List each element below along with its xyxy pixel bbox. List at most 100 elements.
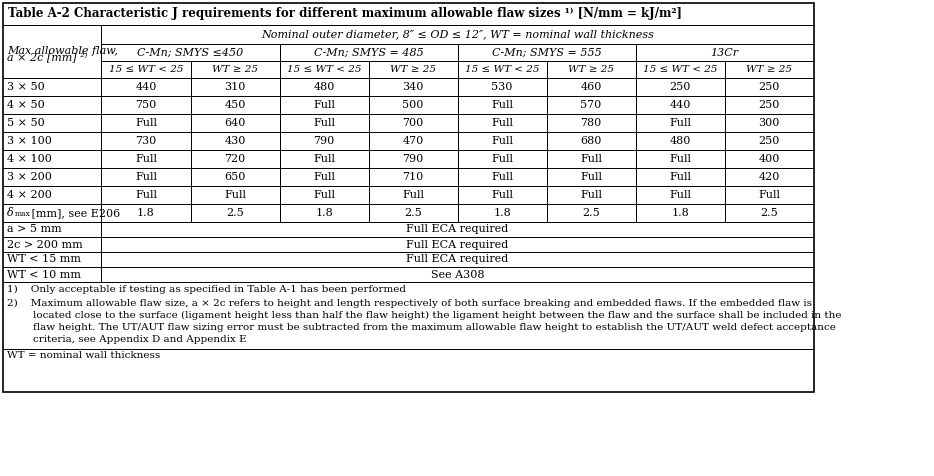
Text: C-Mn; SMYS = 485: C-Mn; SMYS = 485: [314, 48, 423, 58]
Bar: [4, 3, 814, 392]
Text: Full: Full: [224, 190, 246, 200]
Text: WT < 15 mm: WT < 15 mm: [7, 255, 81, 265]
Text: Full: Full: [669, 172, 691, 182]
Text: a × 2c [mm] ²⁾: a × 2c [mm] ²⁾: [7, 53, 88, 64]
Text: 730: 730: [135, 136, 157, 146]
Text: 650: 650: [224, 172, 246, 182]
Text: 250: 250: [758, 100, 780, 110]
Text: 1)    Only acceptable if testing as specified in Table A-1 has been performed: 1) Only acceptable if testing as specifi…: [7, 285, 406, 294]
Text: δ: δ: [7, 208, 14, 218]
Text: Full: Full: [491, 172, 513, 182]
Text: 250: 250: [758, 136, 780, 146]
Text: 790: 790: [403, 154, 424, 164]
Text: 2)    Maximum allowable flaw size, a × 2c refers to height and length respective: 2) Maximum allowable flaw size, a × 2c r…: [7, 299, 812, 308]
Text: 640: 640: [224, 118, 246, 128]
Text: 420: 420: [758, 172, 780, 182]
Text: WT ≥ 25: WT ≥ 25: [212, 65, 258, 74]
Text: Max allowable flaw,: Max allowable flaw,: [7, 47, 118, 57]
Text: criteria, see Appendix D and Appendix E: criteria, see Appendix D and Appendix E: [7, 335, 247, 344]
Text: 2.5: 2.5: [582, 208, 600, 218]
Text: 4 × 100: 4 × 100: [7, 154, 52, 164]
Text: 720: 720: [224, 154, 246, 164]
Text: Full: Full: [580, 172, 602, 182]
Text: 3 × 200: 3 × 200: [7, 172, 52, 182]
Text: Full: Full: [491, 100, 513, 110]
Text: Full: Full: [580, 190, 602, 200]
Text: C-Mn; SMYS = 555: C-Mn; SMYS = 555: [491, 48, 601, 58]
Text: 13Cr: 13Cr: [711, 48, 739, 58]
Text: C-Mn; SMYS ≤450: C-Mn; SMYS ≤450: [137, 48, 244, 58]
Text: 440: 440: [670, 100, 691, 110]
Text: Full: Full: [580, 154, 602, 164]
Text: 710: 710: [403, 172, 424, 182]
Text: 2c > 200 mm: 2c > 200 mm: [7, 239, 83, 249]
Text: 250: 250: [670, 82, 691, 92]
Text: WT ≥ 25: WT ≥ 25: [390, 65, 436, 74]
Text: Full: Full: [491, 154, 513, 164]
Text: WT = nominal wall thickness: WT = nominal wall thickness: [7, 351, 161, 360]
Text: Full ECA required: Full ECA required: [406, 239, 509, 249]
Text: 5 × 50: 5 × 50: [7, 118, 45, 128]
Text: Full: Full: [313, 100, 335, 110]
Text: 790: 790: [314, 136, 334, 146]
Text: 340: 340: [403, 82, 424, 92]
Text: 250: 250: [758, 82, 780, 92]
Text: See A308: See A308: [431, 269, 485, 279]
Text: [mm], see E206: [mm], see E206: [28, 208, 120, 218]
Text: Full: Full: [313, 118, 335, 128]
Text: located close to the surface (ligament height less than half the flaw height) th: located close to the surface (ligament h…: [7, 311, 842, 320]
Text: Nominal outer diameter, 8″ ≤ OD ≤ 12″, WT = nominal wall thickness: Nominal outer diameter, 8″ ≤ OD ≤ 12″, W…: [262, 30, 654, 40]
Text: Full: Full: [313, 172, 335, 182]
Text: Full: Full: [135, 154, 157, 164]
Text: Full: Full: [135, 190, 157, 200]
Text: WT ≥ 25: WT ≥ 25: [746, 65, 792, 74]
Text: Full: Full: [313, 154, 335, 164]
Text: 4 × 200: 4 × 200: [7, 190, 52, 200]
Text: 15 ≤ WT < 25: 15 ≤ WT < 25: [287, 65, 361, 74]
Text: Full: Full: [402, 190, 424, 200]
Text: 2.5: 2.5: [404, 208, 422, 218]
Text: max: max: [15, 210, 31, 218]
Text: Full: Full: [491, 190, 513, 200]
Text: Full: Full: [669, 118, 691, 128]
Text: 400: 400: [758, 154, 780, 164]
Text: 430: 430: [224, 136, 246, 146]
Text: 15 ≤ WT < 25: 15 ≤ WT < 25: [108, 65, 183, 74]
Text: 480: 480: [313, 82, 334, 92]
Text: Full: Full: [491, 136, 513, 146]
Text: 1.8: 1.8: [137, 208, 155, 218]
Text: Full: Full: [758, 190, 780, 200]
Text: Full: Full: [135, 118, 157, 128]
Text: 470: 470: [403, 136, 424, 146]
Text: 500: 500: [403, 100, 424, 110]
Text: Full ECA required: Full ECA required: [406, 255, 509, 265]
Text: 460: 460: [580, 82, 601, 92]
Text: 300: 300: [758, 118, 780, 128]
Text: 1.8: 1.8: [672, 208, 689, 218]
Text: 750: 750: [135, 100, 157, 110]
Text: 2.5: 2.5: [760, 208, 778, 218]
Text: Full ECA required: Full ECA required: [406, 225, 509, 235]
Text: 1.8: 1.8: [493, 208, 511, 218]
Text: Full: Full: [669, 154, 691, 164]
Text: 3 × 100: 3 × 100: [7, 136, 52, 146]
Text: 700: 700: [403, 118, 424, 128]
Text: Full: Full: [313, 190, 335, 200]
Text: 1.8: 1.8: [315, 208, 333, 218]
Text: Full: Full: [669, 190, 691, 200]
Text: 570: 570: [580, 100, 601, 110]
Text: flaw height. The UT/AUT flaw sizing error must be subtracted from the maximum al: flaw height. The UT/AUT flaw sizing erro…: [7, 323, 836, 332]
Text: 680: 680: [580, 136, 601, 146]
Text: Full: Full: [135, 172, 157, 182]
Text: 15 ≤ WT < 25: 15 ≤ WT < 25: [465, 65, 539, 74]
Text: 480: 480: [670, 136, 691, 146]
Text: 440: 440: [135, 82, 157, 92]
Text: 310: 310: [224, 82, 246, 92]
Text: WT ≥ 25: WT ≥ 25: [568, 65, 614, 74]
Text: 2.5: 2.5: [226, 208, 244, 218]
Text: 4 × 50: 4 × 50: [7, 100, 45, 110]
Text: WT < 10 mm: WT < 10 mm: [7, 269, 81, 279]
Text: 3 × 50: 3 × 50: [7, 82, 45, 92]
Text: Table A-2 Characteristic J requirements for different maximum allowable flaw siz: Table A-2 Characteristic J requirements …: [7, 8, 682, 20]
Text: a > 5 mm: a > 5 mm: [7, 225, 62, 235]
